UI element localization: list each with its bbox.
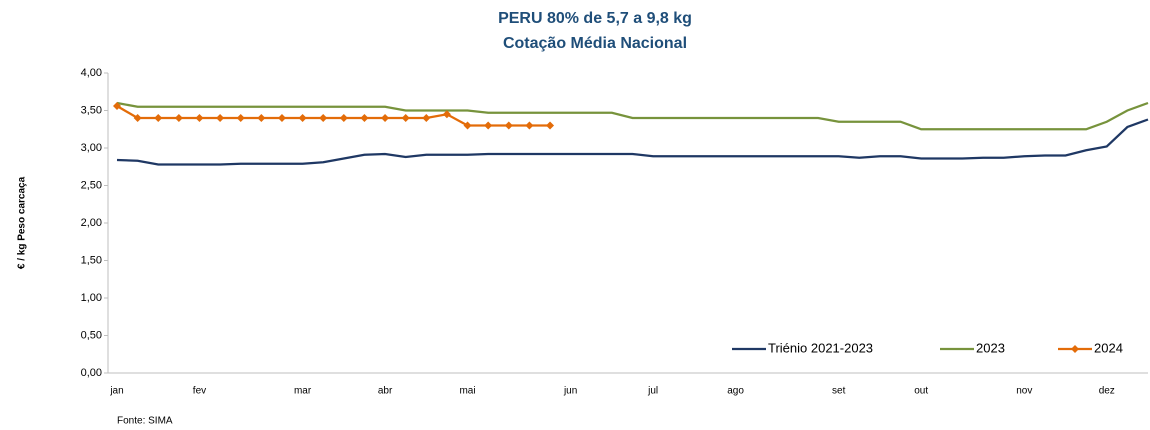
series-marker bbox=[216, 114, 225, 122]
series-line bbox=[116, 101, 1149, 131]
y-axis-label: € / kg Peso carcaça bbox=[17, 176, 28, 269]
y-tick-label: 2,00 bbox=[81, 217, 102, 229]
x-tick-label: fev bbox=[193, 386, 206, 397]
x-tick-label: abr bbox=[378, 386, 393, 397]
x-tick-label: jun bbox=[563, 386, 577, 397]
series-marker bbox=[319, 114, 328, 122]
series-marker bbox=[401, 114, 410, 122]
legend-label: Triénio 2021-2023 bbox=[768, 340, 873, 355]
x-tick-label: set bbox=[832, 386, 846, 397]
y-tick-label: 0,00 bbox=[81, 367, 102, 379]
y-tick-label: 1,50 bbox=[81, 254, 102, 266]
legend-label: 2024 bbox=[1094, 340, 1123, 355]
series-line bbox=[116, 105, 551, 127]
series-line bbox=[116, 118, 1149, 166]
series-marker bbox=[257, 114, 266, 122]
y-tick-label: 2,50 bbox=[81, 179, 102, 191]
series-marker bbox=[360, 114, 369, 122]
series-marker bbox=[422, 114, 431, 122]
y-tick-label: 4,00 bbox=[81, 67, 102, 79]
chart-title: PERU 80% de 5,7 a 9,8 kg bbox=[498, 10, 692, 27]
series-marker bbox=[442, 110, 451, 119]
y-tick-label: 3,50 bbox=[81, 104, 102, 116]
series-marker bbox=[133, 114, 142, 122]
x-tick-label: out bbox=[914, 386, 928, 397]
x-tick-label: jan bbox=[109, 386, 123, 397]
legend-swatch-marker bbox=[1071, 345, 1079, 353]
series-marker bbox=[504, 121, 513, 130]
series-marker bbox=[113, 102, 121, 110]
series-marker bbox=[339, 114, 348, 122]
chart-subtitle: Cotação Média Nacional bbox=[503, 35, 687, 52]
series-marker bbox=[546, 121, 555, 130]
y-tick-label: 1,00 bbox=[81, 292, 102, 304]
series-marker bbox=[463, 121, 472, 130]
series-marker bbox=[195, 114, 204, 122]
series-marker bbox=[236, 114, 245, 122]
y-tick-label: 0,50 bbox=[81, 329, 102, 341]
x-tick-label: dez bbox=[1099, 386, 1115, 397]
x-tick-label: mar bbox=[294, 386, 312, 397]
series-marker bbox=[484, 121, 493, 130]
series-marker bbox=[381, 114, 390, 122]
legend-label: 2023 bbox=[976, 340, 1005, 355]
y-tick-label: 3,00 bbox=[81, 142, 102, 154]
series-marker bbox=[525, 121, 534, 130]
x-tick-label: jul bbox=[647, 386, 658, 397]
source-note: Fonte: SIMA bbox=[117, 416, 173, 427]
x-tick-label: ago bbox=[727, 386, 744, 397]
series-marker bbox=[298, 114, 307, 122]
series-marker bbox=[154, 114, 163, 122]
series-marker bbox=[174, 114, 183, 122]
series-marker bbox=[277, 114, 286, 122]
x-tick-label: mai bbox=[459, 386, 475, 397]
x-tick-label: nov bbox=[1016, 386, 1032, 397]
